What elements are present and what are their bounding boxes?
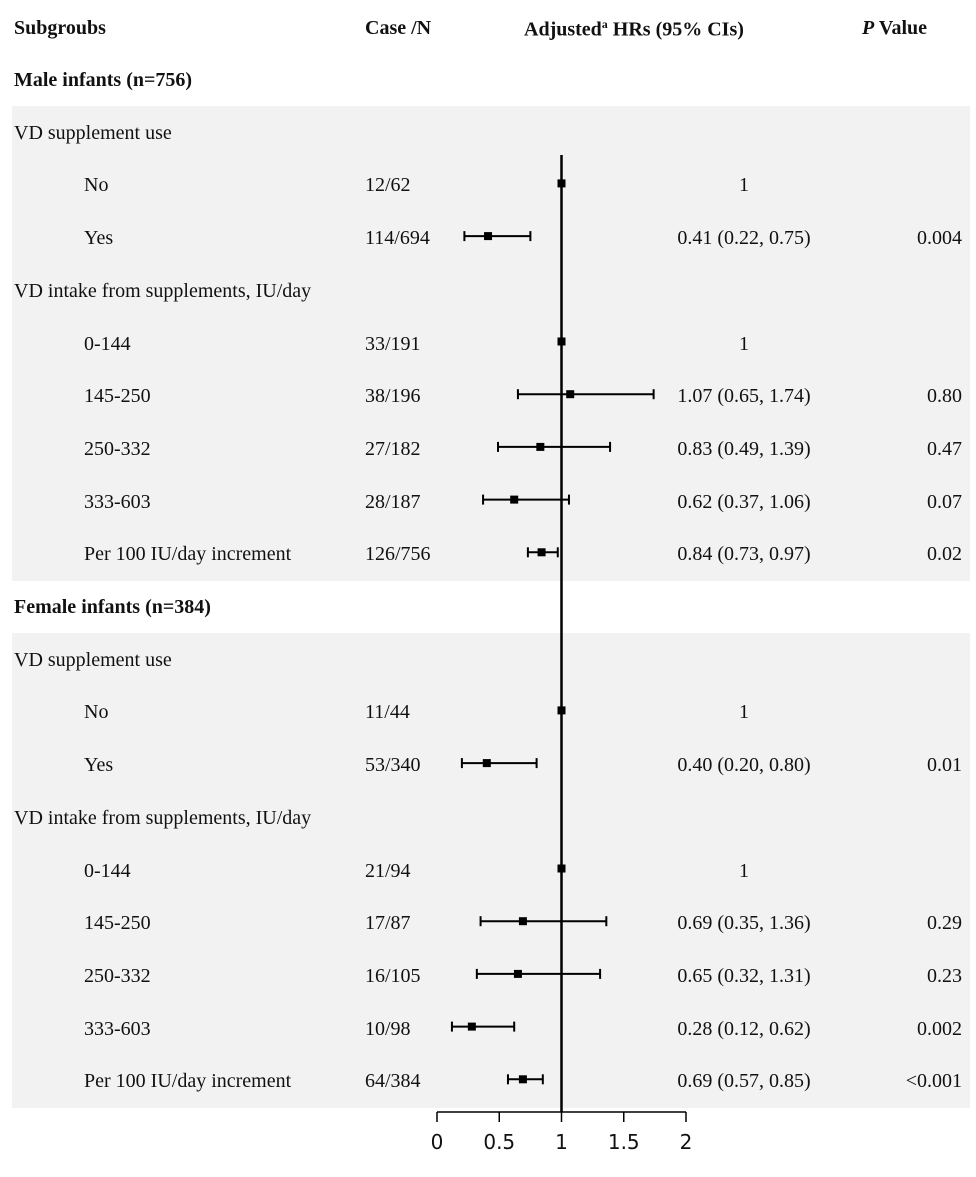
case-n-value: 12/62 <box>365 174 411 197</box>
item-label: 145-250 <box>84 912 151 935</box>
item-label: 0-144 <box>84 859 131 882</box>
hr-point-marker <box>536 442 545 451</box>
item-label: Per 100 IU/day increment <box>84 543 292 566</box>
header-p-italic: P <box>862 17 875 39</box>
header-p-value: P Value <box>862 17 927 40</box>
hr-point-marker <box>537 548 546 557</box>
case-n-value: 11/44 <box>365 701 410 724</box>
item-label: Yes <box>84 754 114 777</box>
case-n-value: 126/756 <box>365 543 431 566</box>
item-label: 333-603 <box>84 490 151 513</box>
item-label: 250-332 <box>84 964 151 987</box>
hr-point-marker <box>510 495 519 504</box>
hr-ci-value: 1 <box>739 701 749 724</box>
item-label: 145-250 <box>84 385 151 408</box>
header-hr-sup: a <box>601 17 608 31</box>
hr-point-marker <box>557 179 566 188</box>
x-axis-tick-label: 0 <box>431 1130 444 1154</box>
subgroup-label: VD intake from supplements, IU/day <box>14 806 312 829</box>
p-value: 0.02 <box>927 543 962 566</box>
hr-point-marker <box>467 1022 476 1031</box>
hr-ci-value: 1 <box>739 332 749 355</box>
case-n-value: 17/87 <box>365 912 411 935</box>
group-label: Male infants (n=756) <box>14 69 193 91</box>
item-label: Yes <box>84 227 114 250</box>
hr-ci-value: 0.69 (0.57, 0.85) <box>677 1070 811 1093</box>
hr-ci-value: 0.84 (0.73, 0.97) <box>677 543 811 566</box>
case-n-value: 16/105 <box>365 964 421 987</box>
case-n-value: 64/384 <box>365 1070 421 1093</box>
hr-point-marker <box>513 969 522 978</box>
item-label: 250-332 <box>84 437 151 460</box>
hr-point-marker <box>557 337 566 346</box>
case-n-value: 114/694 <box>365 227 430 250</box>
p-value: 0.07 <box>927 490 962 513</box>
hr-ci-value: 0.28 (0.12, 0.62) <box>677 1017 811 1040</box>
hr-ci-value: 1 <box>739 174 749 197</box>
p-value: 0.002 <box>917 1017 962 1040</box>
item-label: No <box>84 701 109 724</box>
header-hr-pre: Adjusted <box>524 18 602 41</box>
item-label: 0-144 <box>84 332 131 355</box>
hr-point-marker <box>518 1075 527 1084</box>
item-label: Per 100 IU/day increment <box>84 1070 292 1093</box>
item-label: 333-603 <box>84 1017 151 1040</box>
p-value: 0.01 <box>927 754 962 777</box>
item-label: No <box>84 174 109 197</box>
p-value: 0.47 <box>927 437 962 460</box>
header-case-n: Case /N <box>365 17 432 39</box>
hr-point-marker <box>518 917 527 926</box>
hr-ci-value: 0.40 (0.20, 0.80) <box>677 754 811 777</box>
x-axis-tick-label: 1 <box>555 1130 568 1154</box>
hr-point-marker <box>557 706 566 715</box>
hr-point-marker <box>482 759 491 768</box>
subgroup-label: VD supplement use <box>14 648 172 671</box>
subgroup-label: VD supplement use <box>14 121 172 144</box>
header-p-rest: Value <box>874 17 928 39</box>
hr-ci-value: 0.41 (0.22, 0.75) <box>677 227 811 250</box>
case-n-value: 33/191 <box>365 332 421 355</box>
shaded-band <box>12 633 970 1108</box>
hr-point-marker <box>557 864 566 873</box>
p-value: 0.80 <box>927 385 962 408</box>
hr-point-marker <box>566 390 575 399</box>
x-axis-tick-label: 2 <box>680 1130 693 1154</box>
hr-ci-value: 0.65 (0.32, 1.31) <box>677 964 811 987</box>
case-n-value: 10/98 <box>365 1017 411 1040</box>
x-axis-tick-label: 1.5 <box>608 1130 640 1154</box>
p-value: 0.004 <box>917 227 962 250</box>
hr-ci-value: 0.62 (0.37, 1.06) <box>677 490 811 513</box>
shaded-band <box>12 106 970 581</box>
case-n-value: 38/196 <box>365 385 421 408</box>
case-n-value: 53/340 <box>365 754 421 777</box>
subgroup-label: VD intake from supplements, IU/day <box>14 279 312 302</box>
header-adjusted-hr: Adjusteda HRs (95% CIs) <box>524 17 744 42</box>
p-value: <0.001 <box>905 1070 962 1093</box>
case-n-value: 28/187 <box>365 490 421 513</box>
hr-ci-value: 0.83 (0.49, 1.39) <box>677 437 811 460</box>
p-value: 0.23 <box>927 964 962 987</box>
x-axis-tick-label: 0.5 <box>483 1130 515 1154</box>
case-n-value: 27/182 <box>365 437 421 460</box>
group-label: Female infants (n=384) <box>14 596 211 618</box>
case-n-value: 21/94 <box>365 859 411 882</box>
hr-point-marker <box>484 232 493 241</box>
hr-ci-value: 0.69 (0.35, 1.36) <box>677 912 811 935</box>
header-subgroups: Subgroubs <box>14 17 106 39</box>
p-value: 0.29 <box>927 912 962 935</box>
header-hr-post: HRs (95% CIs) <box>607 18 744 41</box>
hr-ci-value: 1 <box>739 859 749 882</box>
hr-ci-value: 1.07 (0.65, 1.74) <box>677 385 811 408</box>
